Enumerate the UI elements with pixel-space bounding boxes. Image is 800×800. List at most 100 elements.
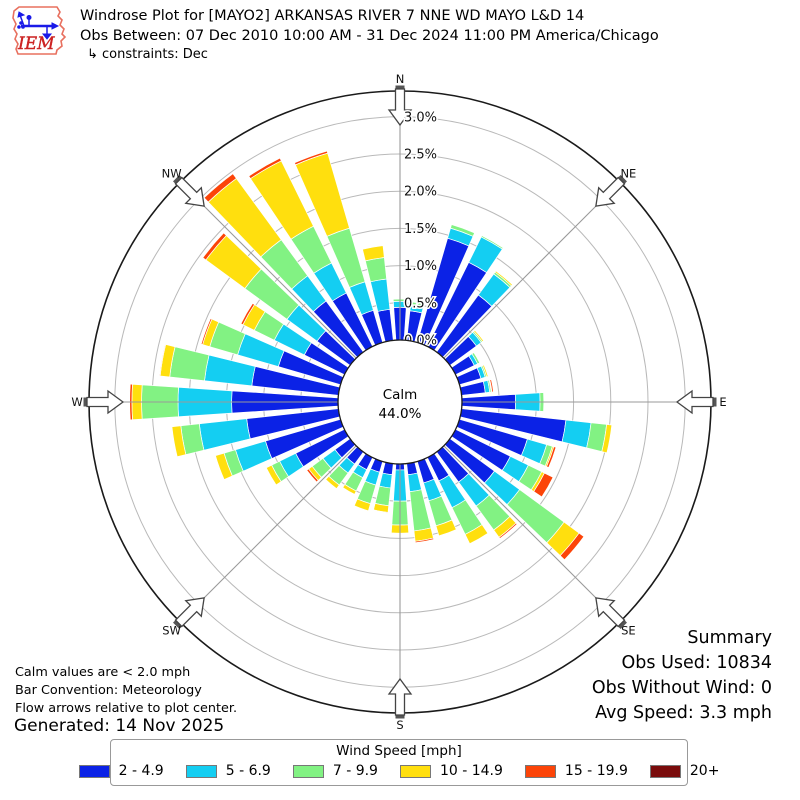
compass-label-s: S	[396, 718, 403, 732]
legend-swatch	[292, 764, 324, 778]
radial-line	[443, 181, 621, 359]
summary-obs-used: Obs Used: 10834	[621, 653, 773, 674]
windrose-bar-segment	[489, 379, 494, 393]
page-title: Windrose Plot for [MAYO2] ARKANSAS RIVER…	[80, 8, 585, 24]
legend-swatch	[78, 764, 110, 778]
windrose-bar-segment	[374, 485, 392, 507]
windrose-bar-segment	[171, 425, 187, 458]
windrose-bar-segment	[240, 302, 255, 326]
windrose-bar-segment	[450, 224, 476, 237]
footnotes-block: Calm values are < 2.0 mph Bar Convention…	[15, 664, 237, 718]
summary-title: Summary	[687, 628, 772, 648]
windrose-bar-segment	[342, 483, 357, 495]
header-block: Windrose Plot for [MAYO2] ARKANSAS RIVER…	[80, 6, 659, 64]
windrose-bar-segment	[364, 257, 388, 283]
windrose-bar-segment	[306, 468, 319, 483]
radial-tick-label: 1.5%	[404, 222, 437, 237]
windrose-bar-segment	[410, 301, 425, 308]
summary-avg-speed: Avg Speed: 3.3 mph	[595, 703, 772, 724]
legend-item: 20+	[649, 763, 720, 779]
radial-line	[179, 181, 357, 359]
windrose-bar-segment	[546, 446, 557, 469]
windrose-bar-segment	[481, 234, 505, 249]
legend-label: 20+	[689, 763, 720, 779]
legend-item: 2 - 4.9	[78, 763, 164, 779]
legend-item: 15 - 19.9	[524, 763, 628, 779]
windrose-bar-segment	[533, 472, 554, 498]
windrose-bar-segment	[372, 509, 389, 514]
legend-swatch	[649, 764, 681, 778]
summary-obs-without-wind: Obs Without Wind: 0	[591, 678, 772, 699]
legend-items: 2 - 4.9 5 - 6.9 7 - 9.9 10 - 14.9 15 - 19.9 2…	[78, 763, 719, 779]
windrose-bar-segment	[214, 452, 233, 481]
iem-logo-text: IEM	[17, 34, 55, 54]
generated-date: Generated: 14 Nov 2025	[14, 716, 225, 736]
legend-label: 5 - 6.9	[225, 763, 271, 779]
windrose-bar-segment	[464, 524, 489, 545]
weather-station-icon	[17, 11, 60, 40]
legend-label: 7 - 9.9	[332, 763, 378, 779]
windrose-bar-segment	[198, 418, 251, 451]
legend-item: 10 - 14.9	[399, 763, 503, 779]
footnote-convention: Bar Convention: Meteorology	[15, 683, 202, 699]
windrose-bar-segment	[158, 343, 167, 377]
windrose-bar-segment	[248, 157, 282, 180]
radial-tick-label: 1.0%	[404, 259, 437, 274]
calm-value: 44.0%	[379, 406, 422, 422]
windrose-bar-segment	[353, 498, 371, 512]
radial-tick-label: 0.5%	[404, 296, 437, 311]
footnote-arrows: Flow arrows relative to plot center.	[15, 701, 238, 717]
flow-arrow	[387, 677, 413, 716]
page-subtitle: Obs Between: 07 Dec 2010 10:00 AM - 31 D…	[80, 28, 659, 44]
windrose-bar-segment	[559, 532, 585, 561]
compass-label-ne: NE	[620, 167, 636, 181]
flow-arrow	[595, 176, 626, 207]
windrose-bar-segment	[362, 245, 385, 262]
legend-label: 2 - 4.9	[118, 763, 164, 779]
compass-label-se: SE	[621, 623, 636, 637]
compass-label-n: N	[396, 72, 405, 86]
legend-title: Wind Speed [mph]	[336, 743, 462, 759]
legend-item: 7 - 9.9	[292, 763, 378, 779]
windrose-bar-segment	[202, 232, 227, 261]
legend-label: 10 - 14.9	[439, 763, 503, 779]
calm-circle	[337, 339, 463, 465]
legend: Wind Speed [mph] 2 - 4.9 5 - 6.9 7 - 9.9 10…	[78, 739, 719, 786]
constraints-note: ↳ constraints: Dec	[87, 47, 208, 62]
radial-tick-label: 2.5%	[404, 148, 437, 163]
windrose-bar-segment	[473, 329, 485, 343]
legend-label: 15 - 19.9	[564, 763, 628, 779]
legend-swatch	[399, 764, 431, 778]
iowa-state-outline	[12, 6, 67, 55]
compass-label-sw: SW	[162, 623, 181, 637]
radial-line	[443, 445, 621, 623]
compass-label-e: E	[719, 395, 726, 409]
flow-arrow	[174, 597, 205, 628]
windrose-bar-segment	[482, 364, 489, 378]
calm-label: Calm	[383, 387, 418, 403]
flow-arrow	[86, 389, 125, 415]
windrose-bar-segment	[435, 519, 457, 537]
windrose-bar-segment	[204, 354, 256, 387]
radial-line	[179, 445, 357, 623]
windrose-bar-segment	[561, 419, 592, 449]
windrose-bar-segment	[169, 346, 210, 382]
windrose-bar-segment	[200, 317, 213, 346]
windrose-bar-segment	[494, 270, 513, 287]
windrose-bar-segment	[407, 472, 422, 493]
windrose-bar-segment	[265, 464, 282, 486]
flow-arrow	[387, 88, 413, 127]
flow-arrow	[595, 597, 626, 628]
legend-item: 5 - 6.9	[185, 763, 271, 779]
legend-swatch	[185, 764, 217, 778]
windrose-bar-segment	[471, 352, 481, 365]
iem-logo: IEM	[12, 6, 67, 55]
windrose-bar-segment	[378, 472, 393, 489]
flow-arrow	[675, 389, 714, 415]
windrose-bar-segment	[601, 424, 613, 454]
windrose-bar-segment	[294, 150, 329, 166]
radial-tick-label: 3.0%	[404, 110, 437, 125]
flow-arrow	[174, 176, 205, 207]
windrose-bar-segment	[325, 475, 340, 490]
